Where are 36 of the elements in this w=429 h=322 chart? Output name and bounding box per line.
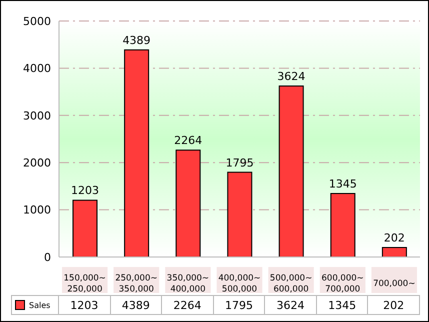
data-label: 2264 (162, 295, 214, 315)
bar (278, 85, 304, 257)
bar (72, 200, 98, 257)
bar (330, 193, 356, 257)
x-tick-label: 350,000~400,000 (166, 274, 210, 294)
y-tick-label: 3000 (23, 109, 51, 122)
data-label: 1345 (316, 295, 368, 315)
x-tick-label: 250,000~350,000 (115, 274, 158, 294)
y-tick-label: 4000 (23, 62, 51, 76)
data-label: 202 (368, 295, 420, 315)
x-tick-label: 500,000~600,000 (270, 274, 312, 294)
legend-key: Sales (11, 295, 59, 315)
x-tick-label: 700,000~ (373, 279, 416, 289)
y-tick-label: 5000 (23, 14, 51, 28)
bar (124, 49, 150, 257)
annotation: 1345 (328, 178, 357, 191)
y-tick-label: 2000 (23, 156, 51, 170)
annotation: 4389 (122, 34, 151, 47)
annotation: 1203 (71, 184, 99, 198)
annotation: 2264 (174, 134, 202, 148)
bar (176, 150, 201, 257)
bar (382, 246, 407, 257)
x-tick-label: 600,000~700,000 (322, 274, 364, 294)
data-label: 3624 (265, 295, 317, 315)
legend-label: Sales (29, 300, 50, 310)
data-label: 4389 (110, 295, 162, 315)
y-tick-label: 0 (44, 250, 51, 264)
data-label: 1203 (59, 295, 111, 315)
x-tick-label: 400,000~500,000 (218, 274, 261, 294)
y-tick-label: 1000 (23, 204, 51, 217)
bar (227, 172, 252, 257)
data-label: 1795 (214, 295, 266, 315)
annotation: 3624 (277, 70, 306, 83)
annotation: 202 (384, 231, 405, 244)
x-tick-label: 150,000~250,000 (64, 274, 106, 294)
annotation: 1795 (226, 156, 254, 170)
